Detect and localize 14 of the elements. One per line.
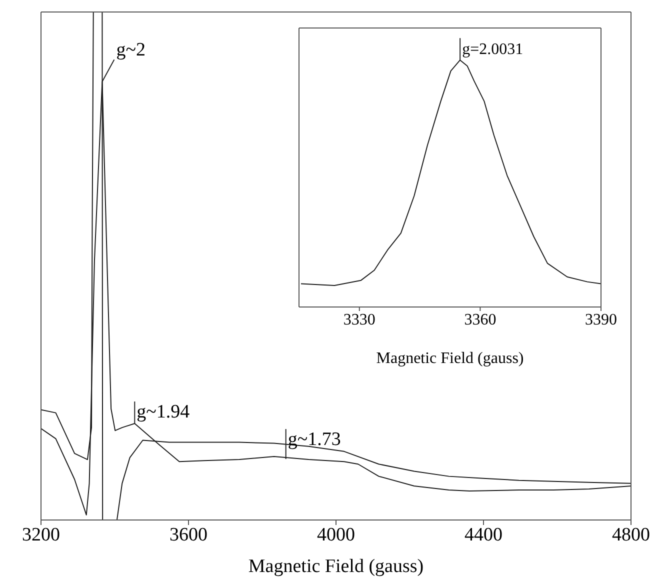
- annotation: g~1.94: [136, 401, 190, 422]
- x-axis-title: Magnetic Field (gauss): [376, 350, 524, 367]
- x-tick-label: 3360: [464, 311, 496, 328]
- x-tick-label: 3330: [343, 311, 376, 328]
- x-tick-label: 4400: [464, 524, 502, 546]
- annotation: g=2.0031: [462, 41, 524, 58]
- x-tick-label: 3200: [22, 524, 60, 546]
- annotation: g~1.73: [288, 429, 341, 450]
- x-tick-label: 3390: [585, 311, 617, 328]
- x-tick-label: 3600: [170, 524, 208, 546]
- annotation: g~2: [116, 40, 146, 61]
- x-tick-label: 4800: [612, 524, 650, 546]
- x-axis-title: Magnetic Field (gauss): [248, 556, 424, 577]
- x-tick-label: 4000: [317, 524, 355, 546]
